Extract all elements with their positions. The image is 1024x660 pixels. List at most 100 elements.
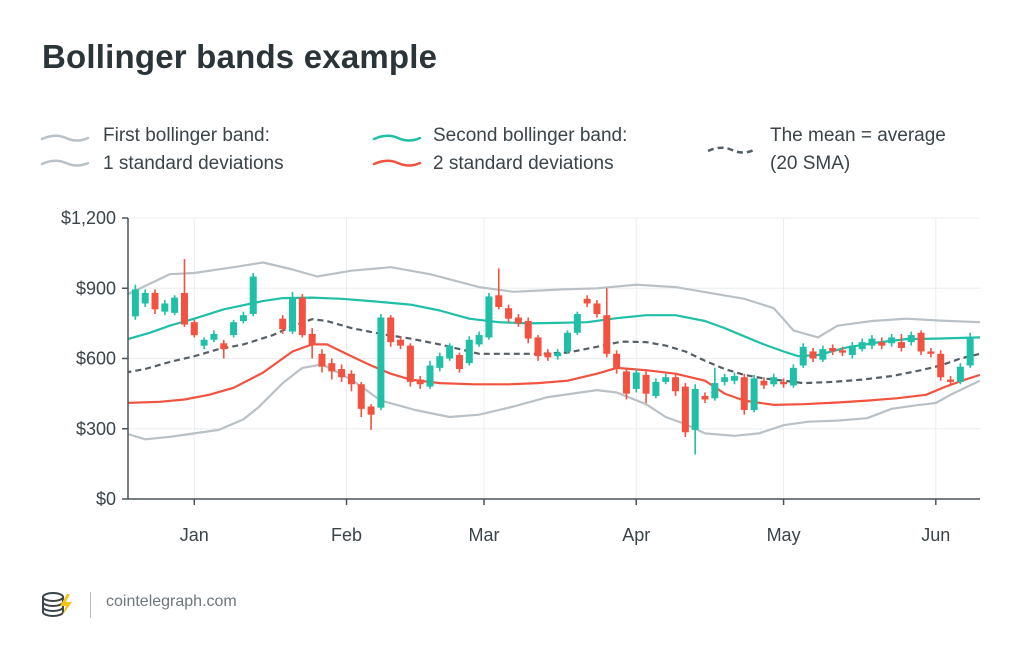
candle-body [249, 276, 257, 315]
outer-upper-band-line [128, 261, 980, 339]
candle-body [426, 365, 434, 387]
x-tick-label: Apr [622, 525, 650, 545]
candle-body [406, 345, 414, 382]
candle-body [760, 380, 768, 386]
bollinger-chart: $0 $300 $600 $900 $1,200 Jan Feb Mar Apr May Jun [61, 208, 980, 545]
candle-body [141, 292, 149, 304]
candle-body [171, 297, 179, 313]
candle-body [308, 333, 316, 345]
candle-body [937, 353, 945, 378]
candle-body [318, 353, 326, 367]
candle-body [485, 296, 493, 338]
x-tick-label: Jun [921, 525, 950, 545]
candle-body [789, 367, 797, 386]
legend-label-line2: 1 standard deviations [103, 153, 284, 174]
candle-body [829, 347, 837, 352]
candle-body [347, 373, 355, 385]
candle-body [554, 352, 562, 357]
candle-body [819, 349, 827, 360]
legend-label-line1: The mean = average [770, 125, 946, 146]
y-tick-label: $0 [96, 489, 116, 509]
candle-body [868, 338, 876, 346]
candle-body [809, 351, 817, 359]
candle-body [377, 317, 385, 408]
candle-body [239, 315, 247, 322]
x-tick-label: Mar [469, 525, 500, 545]
candle-body [691, 388, 699, 430]
candle-body [858, 342, 866, 350]
candle-body [770, 377, 778, 385]
candle-body [357, 384, 365, 409]
x-tick-label: Jan [180, 525, 209, 545]
candle-body [397, 339, 405, 346]
candle-body [455, 354, 463, 370]
legend-swatch-second-band [372, 134, 422, 167]
candle-body [367, 406, 375, 415]
candle-body [956, 366, 964, 382]
candle-body [622, 371, 630, 394]
legend-label-second-band: Second bollinger band: 2 standard deviat… [433, 122, 627, 178]
candle-body [593, 303, 601, 315]
y-tick-label: $1,200 [61, 208, 116, 228]
candle-body [672, 377, 680, 392]
candle-body [583, 298, 591, 304]
legend-label-line2: (20 SMA) [770, 153, 851, 174]
candle-body [740, 377, 748, 411]
footer-divider [90, 592, 91, 618]
candle-body [338, 369, 346, 378]
candle-body [514, 317, 522, 324]
candle-body [328, 363, 336, 372]
candle-body [917, 332, 925, 352]
x-tick-label: Feb [331, 525, 362, 545]
candle-body [161, 303, 169, 312]
lower-band-line [128, 343, 980, 406]
candle-body [475, 335, 483, 345]
legend-swatch-first-band [40, 134, 90, 167]
candle-body [927, 351, 935, 354]
candle-body [289, 297, 297, 332]
candle-body [573, 314, 581, 333]
candle-body [131, 289, 139, 317]
legend-label-mean: The mean = average (20 SMA) [770, 122, 946, 178]
candle-body [839, 350, 847, 353]
candle-body [662, 377, 670, 382]
candle-body [210, 333, 218, 340]
legend-swatch-mean [707, 146, 755, 154]
candle-body [848, 345, 856, 355]
candle-body [279, 318, 287, 330]
footer-brand: cointelegraph.com [106, 593, 237, 610]
candle-body [524, 321, 532, 339]
candle-body [564, 332, 572, 352]
candle-body [681, 386, 689, 433]
candle-body [220, 343, 228, 350]
y-tick-label: $900 [76, 278, 116, 298]
candle-body [907, 335, 915, 343]
candle-body [200, 339, 208, 346]
candle-body [878, 342, 886, 346]
candle-body [721, 377, 729, 382]
candle-body [298, 297, 306, 336]
outer-lower-band-line [128, 363, 980, 441]
chart-title: Bollinger bands example [42, 38, 438, 75]
candle-body [613, 353, 621, 370]
candle-body [888, 337, 896, 344]
legend-label-first-band: First bollinger band: 1 standard deviati… [103, 122, 284, 178]
candle-body [701, 395, 709, 400]
candle-body [436, 356, 444, 368]
candle-body [799, 346, 807, 366]
candle-body [642, 374, 650, 394]
candle-body [632, 372, 640, 389]
candle-body [505, 308, 513, 319]
candle-body [151, 292, 159, 310]
candle-body [966, 337, 974, 366]
legend-label-line1: First bollinger band: [103, 125, 270, 146]
x-tick-label: May [767, 525, 801, 545]
candle-body [387, 317, 395, 343]
coin-stack-icon [42, 592, 72, 617]
candle-body [711, 383, 719, 399]
candle-body [544, 352, 552, 358]
candle-body [780, 381, 788, 385]
candle-body [465, 339, 473, 364]
candle-body [652, 381, 660, 396]
candle-body [495, 295, 503, 307]
